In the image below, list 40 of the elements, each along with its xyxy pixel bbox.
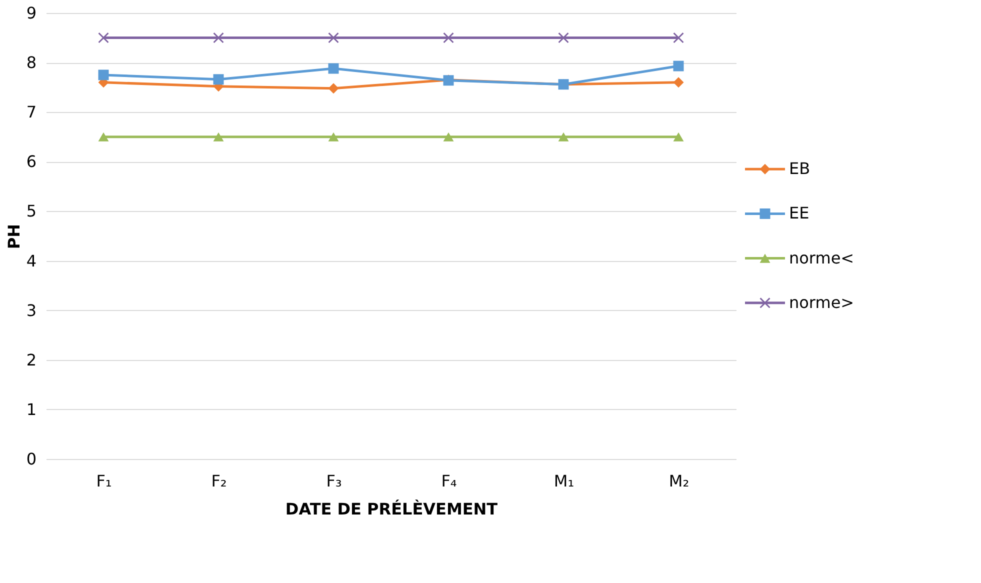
y-tick-label: 7 bbox=[26, 102, 36, 122]
x-tick-label: M₁ bbox=[554, 472, 574, 490]
y-axis-title: PH bbox=[4, 224, 24, 250]
point bbox=[558, 132, 569, 142]
point bbox=[443, 132, 454, 142]
y-tick-label: 4 bbox=[26, 251, 36, 270]
point bbox=[328, 63, 339, 74]
y-tick-label: 1 bbox=[26, 400, 36, 419]
point bbox=[98, 132, 109, 142]
y-tick-label: 2 bbox=[26, 350, 36, 370]
point bbox=[673, 60, 684, 72]
point bbox=[558, 32, 569, 44]
point bbox=[328, 83, 339, 94]
point bbox=[673, 77, 684, 88]
legend-label: EB bbox=[789, 159, 810, 178]
point bbox=[328, 132, 339, 142]
y-tick-label: 9 bbox=[26, 4, 36, 22]
y-tick-label: 8 bbox=[26, 53, 36, 72]
point bbox=[673, 32, 684, 44]
point bbox=[673, 132, 684, 142]
point bbox=[98, 70, 109, 80]
y-tick-label: 5 bbox=[26, 202, 36, 221]
point bbox=[98, 32, 109, 44]
x-tick-label: F₂ bbox=[211, 472, 227, 490]
x-tick-label: F₄ bbox=[441, 472, 457, 490]
y-tick-label: 0 bbox=[26, 450, 36, 468]
point bbox=[443, 32, 454, 44]
x-tick-label: F₃ bbox=[326, 472, 342, 490]
x-tick-label: M₂ bbox=[668, 472, 690, 490]
legend-label: EE bbox=[789, 204, 810, 223]
point bbox=[213, 74, 224, 85]
x-tick-label: F₁ bbox=[96, 472, 112, 490]
y-tick-label: 3 bbox=[26, 300, 36, 320]
point bbox=[328, 32, 339, 44]
x-axis-title: DATE DE PRÉLÈVEMENT bbox=[285, 500, 498, 518]
point bbox=[213, 32, 224, 44]
point bbox=[213, 132, 224, 142]
legend-label: norme< bbox=[789, 248, 854, 268]
legend-label: norme> bbox=[789, 292, 854, 312]
y-tick-label: 6 bbox=[26, 152, 36, 172]
